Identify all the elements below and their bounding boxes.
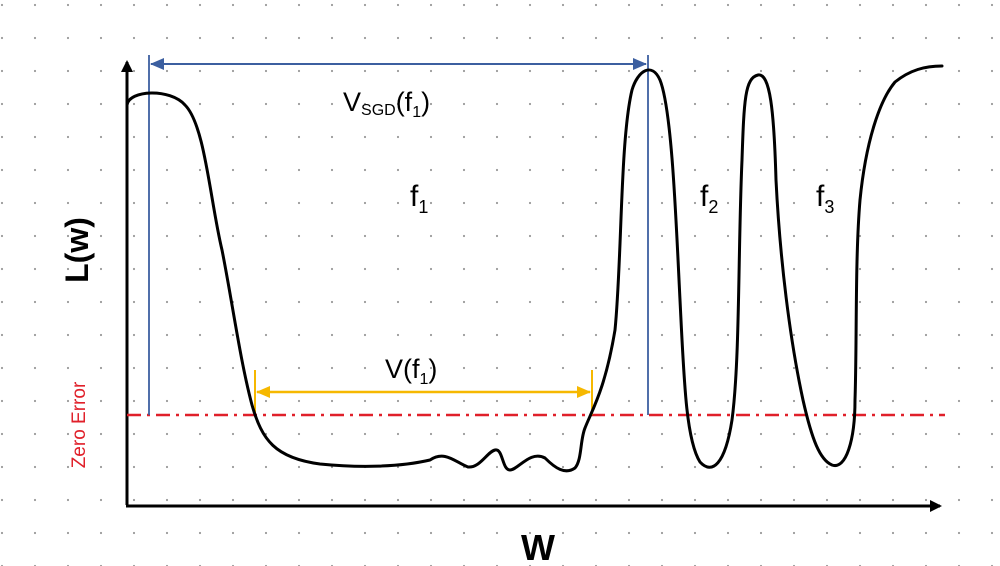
region-label-f2: f2 bbox=[700, 180, 718, 217]
x-axis-label: W bbox=[521, 527, 555, 566]
zero-error-label: Zero Error bbox=[69, 381, 90, 468]
loss-curve bbox=[125, 64, 944, 473]
y-axis-label: L(w) bbox=[59, 217, 95, 283]
sgd-width-label: VSGD(f1) bbox=[343, 87, 430, 121]
flat-width-label: V(f1) bbox=[385, 354, 437, 388]
region-label-f3: f3 bbox=[816, 180, 834, 217]
region-label-f1: f1 bbox=[410, 180, 428, 217]
